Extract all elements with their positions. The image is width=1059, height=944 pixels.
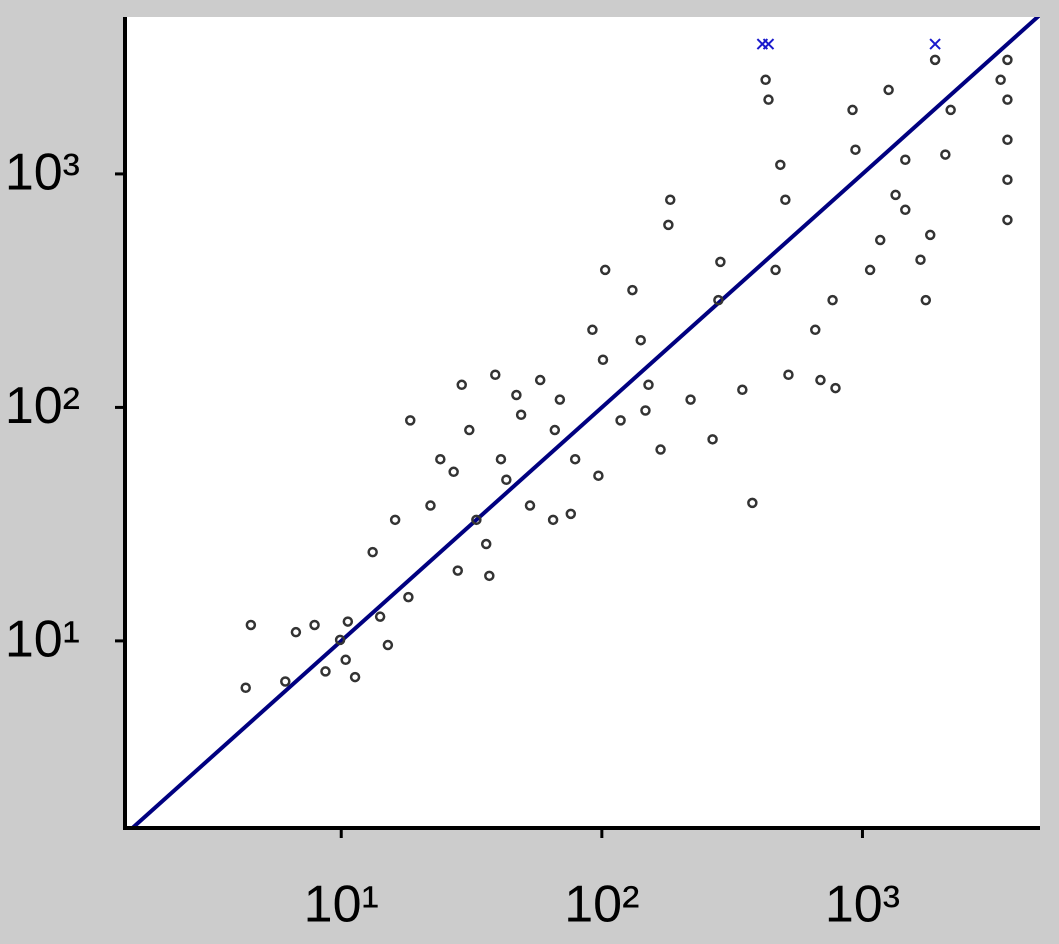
- scatter-point: [920, 294, 932, 306]
- y-tick-label: 10²: [5, 377, 80, 435]
- scatter-point: [783, 369, 794, 381]
- scatter-point: [890, 189, 901, 201]
- x-tick-label: 10²: [564, 876, 639, 934]
- scatter-point: [334, 634, 346, 646]
- scatter-point: [549, 424, 561, 436]
- scatter-point: [775, 159, 786, 171]
- scatter-point: [713, 294, 724, 306]
- scatter-point: [715, 256, 726, 268]
- scatter-point: [534, 374, 546, 386]
- scatter-point: [565, 508, 577, 520]
- scatter-point: [587, 324, 598, 336]
- scatter-point: [847, 104, 858, 116]
- scatter-point: [342, 616, 354, 627]
- scatter-point: [924, 229, 936, 241]
- cross-point: [762, 38, 775, 50]
- scatter-point: [850, 144, 861, 155]
- plot-marks: [129, 17, 1040, 828]
- scatter-point: [815, 374, 826, 386]
- scatter-point: [940, 149, 951, 160]
- scatter-point: [309, 619, 320, 631]
- scatter-point: [448, 466, 459, 478]
- scatter-point: [405, 415, 416, 426]
- scatter-point: [1002, 134, 1013, 146]
- scatter-point: [1002, 54, 1013, 66]
- scatter-point: [367, 546, 378, 558]
- scatter-point: [929, 54, 941, 66]
- scatter-point: [640, 405, 651, 416]
- scatter-point: [280, 676, 291, 687]
- scatter-point: [810, 324, 821, 336]
- scatter-point: [830, 382, 841, 394]
- scatter-point: [874, 234, 886, 246]
- scatter-point: [569, 453, 581, 465]
- scatter-point: [464, 424, 475, 436]
- scatter-point: [425, 500, 436, 511]
- scatter-point: [915, 254, 926, 265]
- scatter-point: [320, 666, 331, 677]
- scatter-point: [382, 639, 394, 651]
- x-tick-label: 10¹: [304, 876, 379, 934]
- scatter-point: [524, 500, 536, 511]
- scatter-point: [599, 264, 611, 276]
- scatter-point: [707, 434, 718, 445]
- scatter-point: [547, 514, 559, 526]
- scatter-point: [663, 219, 674, 231]
- scatter-point: [770, 264, 781, 276]
- y-tick-label: 10³: [5, 144, 80, 202]
- scatter-point: [456, 379, 467, 391]
- scatter-point: [374, 611, 386, 622]
- scatter-point: [435, 453, 446, 465]
- scatter-point: [945, 104, 956, 116]
- scatter-point: [240, 682, 251, 693]
- y-tick-label: 10¹: [5, 611, 80, 669]
- scatter-point: [245, 619, 257, 631]
- scatter-point: [763, 94, 774, 105]
- scatter-point: [635, 334, 646, 346]
- scatter-point: [900, 154, 911, 166]
- scatter-point: [480, 538, 492, 550]
- scatter-point: [664, 194, 676, 206]
- scatter-point: [515, 409, 527, 421]
- scatter-point: [389, 514, 401, 526]
- scatter-point: [995, 74, 1006, 86]
- scatter-point: [827, 294, 838, 306]
- scatter-point: [403, 591, 414, 603]
- scatter-point: [452, 565, 464, 576]
- scatter-point: [864, 264, 876, 276]
- scatter-point: [593, 470, 604, 481]
- scatter-point: [554, 394, 566, 405]
- scatter-point: [883, 84, 894, 96]
- scatter-point: [615, 415, 626, 426]
- scatter-point: [685, 394, 696, 405]
- scatter-point: [471, 514, 482, 526]
- x-tick-label: 10³: [825, 876, 900, 934]
- identity-line: [129, 17, 1040, 828]
- scatter-point: [511, 389, 522, 401]
- scatter-point: [760, 74, 771, 86]
- scatter-point: [501, 474, 512, 485]
- scatter-point: [900, 204, 911, 216]
- scatter-point: [655, 444, 666, 455]
- scatter-point: [1002, 174, 1013, 186]
- cross-point: [929, 38, 941, 50]
- scatter-point: [484, 570, 495, 582]
- scatter-point: [290, 626, 302, 638]
- scatter-point: [1002, 94, 1013, 105]
- scatter-point: [349, 671, 361, 683]
- scatter-point: [737, 384, 748, 396]
- scatter-point: [780, 194, 791, 206]
- scatter-point: [643, 379, 654, 391]
- scatter-point: [490, 369, 501, 381]
- scatter-point: [495, 453, 507, 465]
- scatter-point: [1002, 214, 1013, 226]
- scatter-point: [597, 354, 609, 366]
- scatter-point: [747, 497, 758, 509]
- scatter-point: [627, 284, 638, 296]
- scatter-point: [340, 654, 351, 666]
